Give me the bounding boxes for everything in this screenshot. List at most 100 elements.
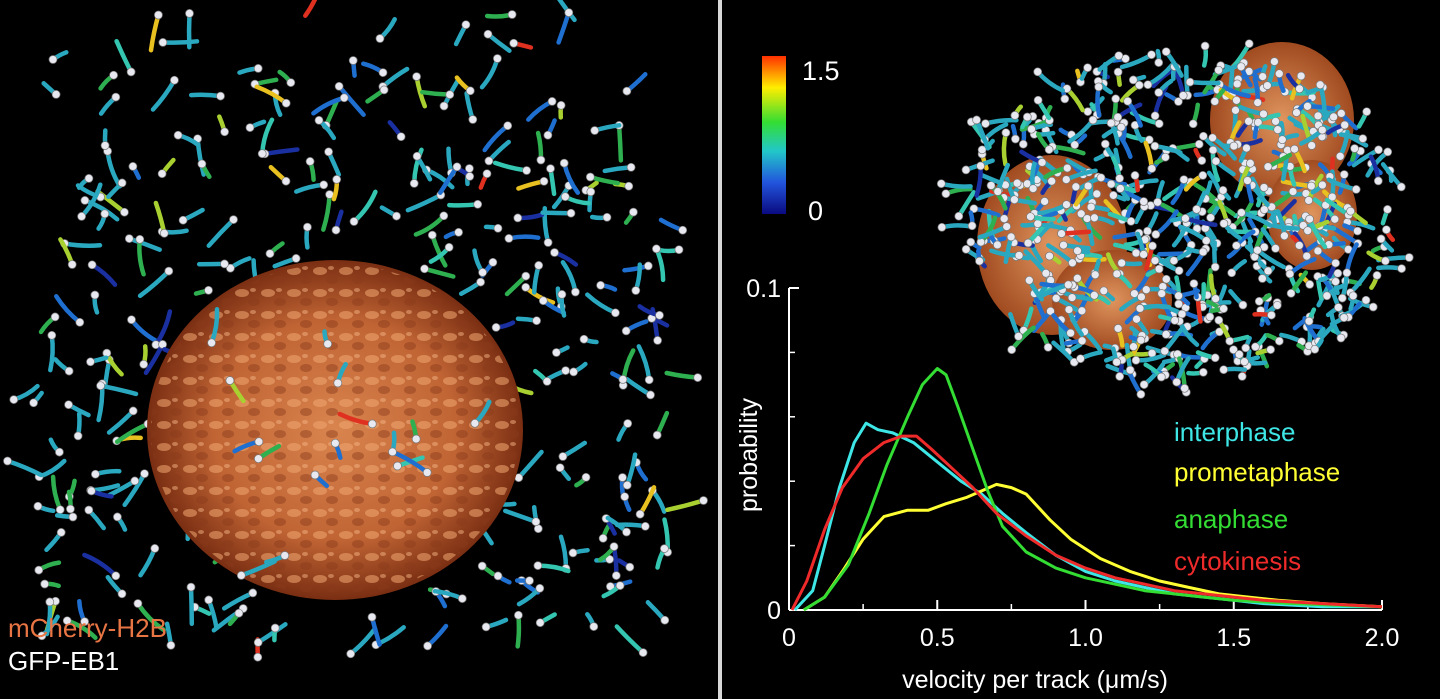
left-tip-72 (120, 207, 129, 217)
left-tip-251 (375, 34, 385, 43)
right-tip-93 (1383, 147, 1393, 157)
right-tip-429 (1148, 241, 1157, 251)
left-tip-118 (128, 406, 138, 416)
legend-prometaphase: prometaphase (1174, 457, 1341, 487)
right-tip-186 (1060, 94, 1070, 104)
left-tip-282 (678, 225, 688, 235)
left-track-384 (422, 266, 456, 279)
left-track-118 (106, 408, 136, 435)
right-tip-51 (1271, 116, 1280, 126)
left-tip-306 (589, 622, 599, 631)
left-tip-153 (579, 334, 589, 344)
left-tip-71 (388, 447, 397, 457)
right-tip-255 (1336, 333, 1346, 343)
left-tip-93 (204, 285, 213, 295)
right-tip-467 (1170, 316, 1180, 325)
left-track-178 (557, 0, 577, 23)
left-tip-310 (652, 244, 661, 254)
left-tip-272 (330, 438, 340, 448)
right-tip-453 (1318, 180, 1327, 190)
right-tip-360 (1273, 125, 1283, 135)
left-tip-316 (620, 492, 630, 502)
right-tip-483 (1201, 236, 1211, 246)
right-tip-172 (1397, 264, 1406, 273)
right-tip-45 (937, 222, 947, 232)
left-track-201 (127, 236, 162, 252)
velocity-colorbar (762, 56, 786, 214)
right-tip-190 (941, 189, 951, 199)
right-tip-403 (1130, 171, 1140, 180)
microtubule-tracks-right (936, 39, 1414, 399)
right-tip-393 (1200, 41, 1210, 51)
right-tip-468 (975, 256, 984, 266)
velocity-distribution-chart: 00.1 0 0.5 1.0 1.5 2.0 velocity per track (μ… (735, 275, 1399, 694)
right-tip-375 (1286, 288, 1296, 298)
right-tip-494 (1317, 125, 1327, 135)
right-tip-12 (999, 214, 1009, 224)
left-tip-399 (234, 608, 244, 618)
right-tip-480 (1342, 268, 1352, 278)
series-line-prometaphase (803, 482, 1383, 612)
left-track-78 (148, 12, 161, 53)
right-tip-335 (1150, 141, 1160, 151)
right-tip-312 (1274, 336, 1284, 346)
right-tip-509 (1211, 294, 1220, 304)
right-tip-155 (1139, 380, 1149, 389)
right-tip-294 (1306, 181, 1316, 191)
left-tip-247 (68, 512, 78, 522)
left-tip-242 (623, 419, 633, 428)
left-tip-2 (536, 155, 546, 165)
left-tip-255 (535, 583, 545, 593)
right-tip-279 (1254, 296, 1264, 306)
left-tip-220 (253, 638, 263, 647)
left-tip-260 (439, 101, 449, 111)
right-tip-36 (1270, 57, 1279, 66)
left-tip-253 (367, 419, 377, 429)
right-tip-269 (1151, 230, 1161, 239)
right-tip-140 (1143, 226, 1152, 236)
left-tip-330 (622, 86, 632, 96)
right-tip-156 (1136, 389, 1146, 399)
right-tip-47 (1141, 285, 1151, 295)
left-track-264 (254, 84, 289, 106)
left-tip-317 (660, 615, 670, 625)
left-tip-194 (461, 20, 471, 30)
left-tip-43 (257, 149, 267, 159)
left-tip-392 (100, 141, 110, 150)
y-axis-label: probability (735, 398, 763, 512)
right-tip-284 (1303, 101, 1312, 111)
left-tip-130 (346, 649, 356, 659)
left-tip-351 (625, 562, 635, 572)
left-tip-103 (333, 378, 343, 388)
right-tip-285 (1263, 266, 1273, 276)
left-tip-250 (558, 452, 568, 461)
left-tip-234 (566, 208, 576, 218)
right-track-479 (939, 181, 973, 189)
left-tip-14 (127, 315, 136, 325)
left-tip-283 (439, 211, 449, 221)
right-tip-476 (1106, 118, 1116, 128)
right-tip-64 (1092, 189, 1102, 199)
series-line-cytokinesis (790, 434, 1383, 611)
right-tip-65 (1099, 286, 1109, 296)
left-tip-402 (367, 612, 377, 622)
right-tip-443 (1160, 346, 1170, 356)
right-tip-283 (1011, 134, 1020, 144)
left-tip-82 (47, 330, 57, 340)
right-tip-484 (1172, 377, 1182, 387)
left-track-48 (636, 344, 652, 383)
right-tip-512 (1033, 67, 1043, 77)
right-tip-38 (1237, 372, 1247, 381)
legend-interphase: interphase (1174, 417, 1296, 447)
x-tick-label-2: 1.0 (1068, 624, 1103, 652)
right-tip-475 (1243, 176, 1252, 185)
left-tip-30 (286, 78, 296, 87)
right-tip-417 (1351, 185, 1361, 194)
right-tip-318 (1134, 80, 1144, 90)
right-tip-208 (1082, 214, 1092, 223)
left-tip-288 (493, 223, 503, 233)
left-tip-64 (504, 234, 514, 243)
left-tip-300 (185, 9, 194, 18)
right-tip-332 (1010, 195, 1019, 205)
right-tip-105 (1259, 109, 1268, 119)
